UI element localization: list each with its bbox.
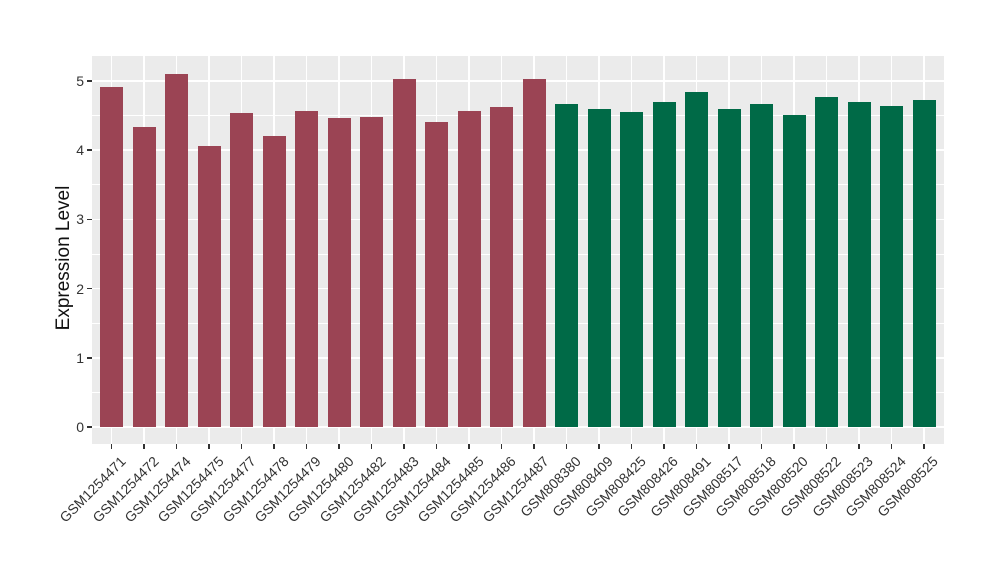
bar-GSM808491 xyxy=(685,92,708,427)
x-tick-mark xyxy=(598,444,600,449)
x-tick-mark xyxy=(890,444,893,449)
bar-GSM1254478 xyxy=(262,135,286,427)
gridline-major-horizontal xyxy=(92,80,944,82)
bar-GSM808523 xyxy=(847,101,871,427)
gridline-major-horizontal xyxy=(92,357,944,359)
y-tick-mark xyxy=(87,218,92,221)
x-tick-mark xyxy=(565,444,568,449)
x-tick-mark xyxy=(403,444,405,449)
x-tick-mark xyxy=(663,444,665,449)
bar-GSM1254486 xyxy=(490,106,513,427)
gridline-major-horizontal xyxy=(92,149,944,151)
bar-GSM1254475 xyxy=(197,146,221,427)
bar-GSM1254477 xyxy=(230,112,253,427)
x-tick-mark xyxy=(825,444,828,449)
plot-panel xyxy=(92,56,944,444)
x-tick-mark xyxy=(208,444,210,449)
bar-GSM808522 xyxy=(815,96,838,427)
y-tick-mark xyxy=(87,357,92,359)
bar-GSM1254487 xyxy=(522,78,546,427)
bar-GSM808517 xyxy=(717,108,741,427)
x-tick-mark xyxy=(468,444,470,449)
x-tick-mark xyxy=(370,444,373,449)
bar-GSM808425 xyxy=(620,112,643,427)
bar-GSM1254479 xyxy=(295,111,318,427)
y-tick-mark xyxy=(87,287,92,290)
bar-GSM1254484 xyxy=(425,121,448,427)
bar-GSM1254474 xyxy=(165,74,188,427)
gridline-minor-horizontal xyxy=(92,392,944,393)
y-tick-label: 1 xyxy=(76,349,84,366)
gridline-minor-horizontal xyxy=(92,322,944,324)
bar-GSM1254480 xyxy=(327,117,351,427)
y-tick-mark xyxy=(87,149,92,151)
y-axis-title: Expression Level xyxy=(53,185,74,331)
gridline-major-horizontal xyxy=(92,287,944,290)
x-tick-mark xyxy=(793,444,795,449)
bar-GSM1254482 xyxy=(360,116,383,427)
gridline-minor-horizontal xyxy=(92,115,944,117)
x-tick-mark xyxy=(728,444,730,449)
y-tick-label: 0 xyxy=(76,419,84,435)
y-tick-mark xyxy=(87,80,92,82)
y-tick-mark xyxy=(87,426,92,428)
bar-GSM1254483 xyxy=(392,78,416,427)
x-tick-mark xyxy=(240,444,243,449)
x-tick-mark xyxy=(500,444,503,449)
x-tick-mark xyxy=(143,444,145,449)
x-tick-mark xyxy=(305,444,308,449)
gridline-minor-horizontal xyxy=(92,253,944,255)
bar-GSM1254471 xyxy=(100,86,123,427)
y-tick-label: 3 xyxy=(76,211,84,228)
x-tick-mark xyxy=(923,444,925,449)
bar-GSM808409 xyxy=(587,109,611,427)
x-tick-mark xyxy=(435,444,438,449)
y-tick-label: 4 xyxy=(76,142,84,159)
x-tick-mark xyxy=(338,444,340,449)
bar-GSM808518 xyxy=(750,103,773,427)
x-tick-mark xyxy=(630,444,633,449)
bar-GSM808380 xyxy=(555,103,578,427)
bar-GSM808524 xyxy=(880,105,903,427)
bar-GSM808426 xyxy=(652,102,676,427)
gridline-minor-horizontal xyxy=(92,184,944,186)
x-tick-mark xyxy=(858,444,860,449)
x-tick-mark xyxy=(760,444,763,449)
y-tick-label: 2 xyxy=(76,280,84,297)
gridline-major-horizontal xyxy=(92,426,944,428)
bar-GSM808520 xyxy=(782,114,806,427)
bar-GSM808525 xyxy=(912,99,936,427)
x-tick-mark xyxy=(533,444,535,449)
bar-GSM1254472 xyxy=(132,126,156,427)
x-tick-mark xyxy=(175,444,178,449)
x-tick-mark xyxy=(273,444,275,449)
bar-GSM1254485 xyxy=(457,110,481,427)
gridline-major-horizontal xyxy=(92,218,944,221)
y-tick-label: 5 xyxy=(76,73,84,89)
x-tick-mark xyxy=(110,444,113,449)
x-tick-mark xyxy=(695,444,698,449)
